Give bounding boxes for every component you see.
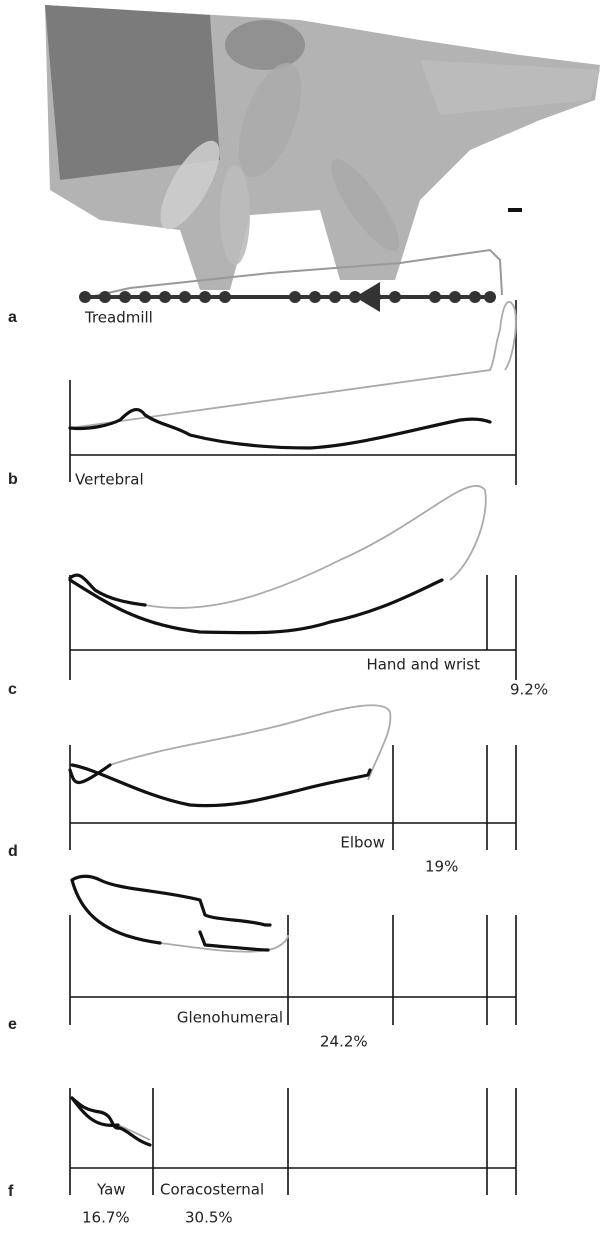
caption: Vertebral: [75, 471, 144, 489]
percent: 24.2%: [320, 1033, 368, 1051]
panel-label: b: [8, 471, 18, 488]
caption: Treadmill: [84, 309, 153, 327]
panel-b-axes: [69, 300, 517, 485]
caption: Elbow: [340, 834, 385, 852]
alligator-illustration: [45, 5, 600, 312]
trace-light: [109, 704, 392, 781]
percent: 9.2%: [510, 681, 548, 699]
trace-dark: [68, 407, 492, 450]
panel-c-axes: [69, 575, 517, 680]
panel-e-axes: [69, 915, 517, 1025]
trace-dark: [68, 763, 372, 808]
panel-label: d: [8, 843, 18, 860]
trace-light: [144, 484, 487, 609]
caption: Hand and wrist: [366, 656, 480, 674]
percent: 16.7%: [82, 1209, 130, 1227]
panel-label: f: [8, 1183, 14, 1200]
trace-light: [69, 300, 517, 429]
percent: 19%: [425, 858, 458, 876]
caption: Yaw: [96, 1181, 126, 1199]
panel-label: e: [8, 1016, 17, 1033]
panel-label: a: [8, 309, 17, 326]
panel-d-axes: [69, 745, 517, 850]
caption: Glenohumeral: [177, 1009, 283, 1027]
trace-dark: [70, 874, 272, 952]
trace-light: [117, 1124, 151, 1141]
caption: Coracosternal: [160, 1181, 264, 1199]
trace-dark: [68, 573, 444, 635]
panel-label: c: [8, 681, 17, 698]
trace-dark: [70, 1096, 152, 1147]
panel-f-axes: [69, 1088, 517, 1195]
percent: 30.5%: [185, 1209, 233, 1227]
